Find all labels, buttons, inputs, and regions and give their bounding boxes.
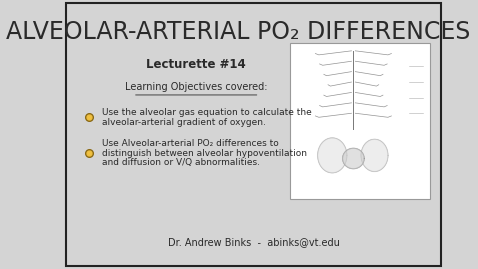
Text: Use the alveolar gas equation to calculate the: Use the alveolar gas equation to calcula… — [102, 108, 312, 117]
FancyBboxPatch shape — [290, 43, 431, 199]
Text: Dr. Andrew Binks  -  abinks@vt.edu: Dr. Andrew Binks - abinks@vt.edu — [168, 237, 340, 247]
Text: alveolar-arterial gradient of oxygen.: alveolar-arterial gradient of oxygen. — [102, 118, 266, 127]
Polygon shape — [343, 148, 364, 169]
Polygon shape — [318, 138, 347, 173]
Text: and diffusion or V/Q abnormalities.: and diffusion or V/Q abnormalities. — [102, 158, 260, 167]
Text: distinguish between alveolar hypoventilation: distinguish between alveolar hypoventila… — [102, 149, 307, 158]
Polygon shape — [361, 139, 388, 172]
Text: Use Alveolar-arterial PO₂ differences to: Use Alveolar-arterial PO₂ differences to — [102, 139, 279, 148]
Text: Lecturette #14: Lecturette #14 — [146, 58, 246, 71]
Text: ALVEOLAR-ARTERIAL PO₂ DIFFERENCES: ALVEOLAR-ARTERIAL PO₂ DIFFERENCES — [6, 20, 471, 44]
Text: Learning Objectives covered:: Learning Objectives covered: — [125, 82, 268, 93]
